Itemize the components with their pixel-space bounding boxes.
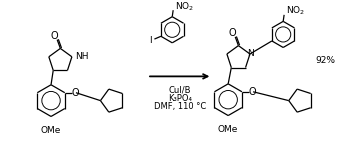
Text: N: N (247, 49, 254, 58)
Text: CuI/B: CuI/B (168, 86, 191, 95)
Text: NH: NH (75, 52, 89, 61)
Text: O: O (51, 31, 58, 41)
Text: DMF, 110 °C: DMF, 110 °C (154, 102, 206, 111)
Text: NO$_2$: NO$_2$ (286, 5, 305, 17)
Text: I: I (150, 36, 152, 45)
Text: O: O (71, 88, 79, 98)
Text: NO$_2$: NO$_2$ (175, 0, 194, 13)
Text: O: O (229, 28, 236, 38)
Text: O: O (249, 87, 256, 97)
Text: OMe: OMe (41, 126, 61, 135)
Text: K₃PO₄: K₃PO₄ (168, 94, 192, 103)
Text: OMe: OMe (218, 125, 238, 134)
Text: 92%: 92% (316, 56, 336, 65)
